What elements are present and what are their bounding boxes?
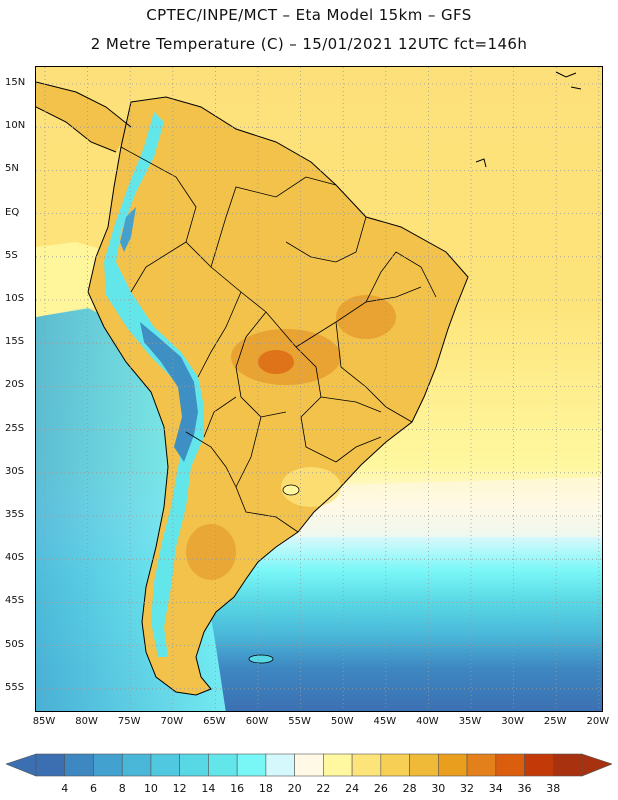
colorbar-segment: [122, 754, 151, 776]
colorbar-tick-label: 32: [452, 782, 482, 795]
lat-label: 55S: [5, 682, 33, 694]
temperature-colorbar: [6, 752, 612, 780]
lon-label: 80W: [67, 716, 107, 727]
hot-region-pantanal: [258, 350, 294, 374]
colorbar-segment: [410, 754, 439, 776]
lat-label: 15S: [5, 336, 33, 348]
colorbar-segment: [151, 754, 180, 776]
colorbar-segment: [65, 754, 94, 776]
colorbar-segment: [467, 754, 496, 776]
lat-label: 10N: [5, 120, 33, 132]
lon-label: 60W: [237, 716, 277, 727]
colorbar-tick-label: 4: [50, 782, 80, 795]
colorbar-segment: [525, 754, 554, 776]
colorbar-segment: [266, 754, 295, 776]
lon-label: 50W: [322, 716, 362, 727]
lat-label: 5S: [5, 250, 33, 262]
colorbar-tick-label: 20: [280, 782, 310, 795]
lat-label: 5N: [5, 163, 33, 175]
colorbar-segment: [323, 754, 352, 776]
colorbar-tick-label: 36: [510, 782, 540, 795]
lat-label: 45S: [5, 595, 33, 607]
colorbar-tick-label: 12: [165, 782, 195, 795]
lon-label: 70W: [152, 716, 192, 727]
lat-label: 30S: [5, 466, 33, 478]
colorbar-tick-label: 10: [136, 782, 166, 795]
lon-label: 85W: [24, 716, 64, 727]
colorbar-segment: [496, 754, 525, 776]
colorbar-segment: [553, 754, 582, 776]
colorbar-under-arrow: [6, 754, 36, 776]
lat-label: 50S: [5, 639, 33, 651]
colorbar-tick-label: 22: [308, 782, 338, 795]
colorbar-tick-label: 18: [251, 782, 281, 795]
lat-label: 10S: [5, 293, 33, 305]
colorbar-segment: [352, 754, 381, 776]
colorbar-tick-label: 30: [423, 782, 453, 795]
colorbar-segment: [237, 754, 266, 776]
lat-label: 35S: [5, 509, 33, 521]
colorbar-tick-label: 16: [222, 782, 252, 795]
lagoa-dos-patos: [283, 485, 299, 495]
colorbar-tick-label: 24: [337, 782, 367, 795]
colorbar-segment: [36, 754, 65, 776]
colorbar-tick-label: 34: [481, 782, 511, 795]
colorbar-segment: [180, 754, 209, 776]
colorbar-over-arrow: [582, 754, 612, 776]
map-title-line1: CPTEC/INPE/MCT – Eta Model 15km – GFS: [0, 6, 618, 24]
colorbar-tick-label: 28: [395, 782, 425, 795]
lon-label: 75W: [109, 716, 149, 727]
colorbar-segment: [295, 754, 324, 776]
lon-label: 35W: [450, 716, 490, 727]
lon-label: 45W: [365, 716, 405, 727]
lon-label: 20W: [578, 716, 618, 727]
map-title-line2: 2 Metre Temperature (C) – 15/01/2021 12U…: [0, 35, 618, 53]
temperature-map: [35, 66, 603, 712]
falkland-islands: [249, 655, 273, 663]
colorbar-segment: [93, 754, 122, 776]
lat-label: EQ: [5, 207, 33, 219]
lon-label: 40W: [407, 716, 447, 727]
colorbar-tick-label: 8: [107, 782, 137, 795]
lat-label: 20S: [5, 379, 33, 391]
colorbar-segment: [208, 754, 237, 776]
colorbar-tick-label: 26: [366, 782, 396, 795]
lon-label: 30W: [493, 716, 533, 727]
colorbar-tick-label: 6: [78, 782, 108, 795]
lat-label: 15N: [5, 77, 33, 89]
colorbar-segment: [438, 754, 467, 776]
lat-label: 25S: [5, 423, 33, 435]
lon-label: 55W: [280, 716, 320, 727]
lon-label: 25W: [535, 716, 575, 727]
colorbar-tick-label: 38: [538, 782, 568, 795]
lat-label: 40S: [5, 552, 33, 564]
lon-label: 65W: [194, 716, 234, 727]
colorbar-tick-label: 14: [193, 782, 223, 795]
hot-region-patagonia: [186, 524, 236, 580]
colorbar-segment: [381, 754, 410, 776]
